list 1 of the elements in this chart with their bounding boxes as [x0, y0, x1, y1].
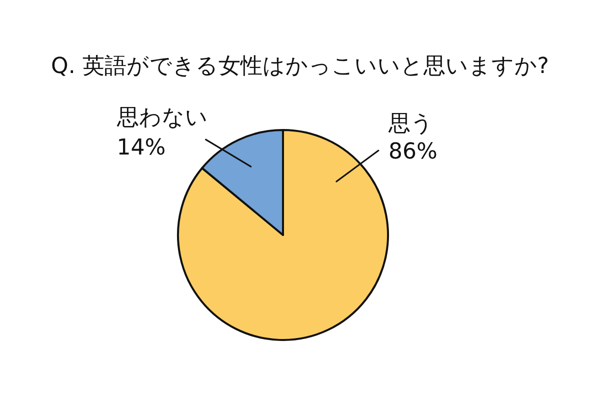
title: Q. 英語ができる女性はかっこいいと思いますか?	[51, 54, 549, 79]
